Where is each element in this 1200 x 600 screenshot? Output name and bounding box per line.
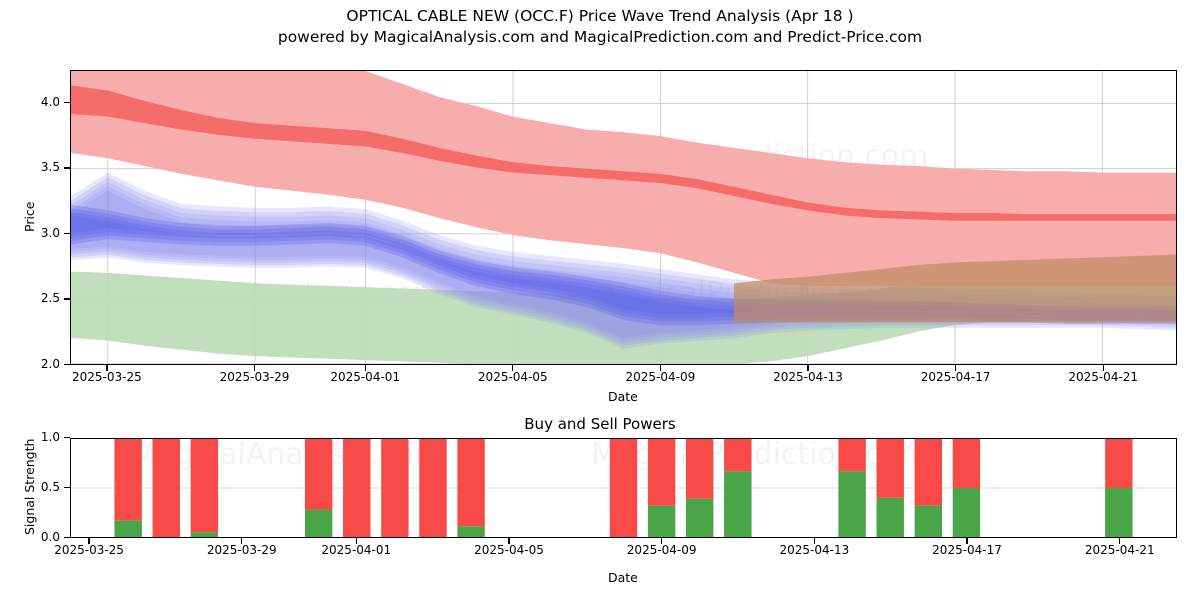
bar-x-tick-mark	[355, 538, 357, 544]
bar-y-tick-mark	[64, 487, 70, 489]
main-x-tick-mark	[807, 365, 809, 371]
main-y-tick: 4.0	[40, 94, 60, 109]
bar-y-tick: 0.5	[40, 480, 60, 494]
bar-x-tick: 2025-04-05	[474, 543, 544, 557]
bar-x-tick: 2025-03-25	[54, 543, 124, 557]
main-x-tick: 2025-04-09	[625, 370, 696, 384]
page-title: OPTICAL CABLE NEW (OCC.F) Price Wave Tre…	[346, 7, 854, 25]
bar-x-tick: 2025-03-29	[206, 543, 277, 557]
main-x-tick: 2025-03-25	[72, 370, 142, 384]
main-x-tick: 2025-04-17	[920, 370, 991, 384]
main-x-axis-label: Date	[608, 389, 638, 404]
bar-x-tick-mark	[660, 538, 663, 544]
main-x-tick-mark	[364, 365, 366, 371]
main-x-tick: 2025-04-01	[330, 370, 401, 384]
bar-y-tick-mark	[64, 537, 70, 539]
main-x-tick: 2025-03-29	[219, 370, 290, 384]
main-y-tick-mark	[64, 298, 70, 300]
price-wave-chart[interactable]: MagicalAnalysis.com MagicalPrediction.co…	[70, 70, 1177, 365]
bar-x-tick: 2025-04-13	[779, 543, 850, 557]
main-x-tick-mark	[1102, 365, 1104, 371]
bar-y-tick: 0.0	[40, 530, 60, 544]
buy-sell-svg	[71, 439, 1176, 537]
main-y-tick: 3.5	[40, 160, 60, 175]
page-subtitle: powered by MagicalAnalysis.com and Magic…	[277, 28, 923, 46]
main-x-tick-mark	[253, 365, 256, 371]
main-y-tick: 2.5	[40, 291, 60, 306]
bar-x-tick: 2025-04-21	[1084, 543, 1155, 557]
buy-sell-title: Buy and Sell Powers	[524, 415, 676, 433]
main-y-tick-mark	[64, 101, 70, 104]
bar-y-tick: 1.0	[40, 430, 60, 444]
buy-sell-chart[interactable]: MagicalAnalysis.com MagicalPrediction.co…	[70, 438, 1177, 538]
bar-y-tick-mark	[64, 437, 70, 439]
bar-x-tick-mark	[1119, 538, 1121, 544]
price-wave-svg	[71, 71, 1176, 364]
bar-x-tick-mark	[966, 538, 968, 544]
bar-x-tick: 2025-04-09	[626, 543, 697, 557]
main-x-tick: 2025-04-21	[1068, 370, 1139, 384]
main-x-tick-mark	[512, 365, 514, 371]
main-y-tick: 2.0	[40, 357, 60, 371]
bar-x-tick: 2025-04-01	[321, 543, 392, 557]
main-y-tick: 3.0	[40, 225, 60, 240]
bar-x-axis-label: Date	[608, 570, 638, 585]
bar-x-tick: 2025-04-17	[932, 543, 1002, 557]
main-x-tick: 2025-04-05	[477, 370, 548, 384]
main-x-tick-mark	[106, 365, 108, 371]
main-y-tick-mark	[64, 167, 70, 169]
main-y-tick-mark	[64, 364, 70, 366]
bar-x-tick-mark	[508, 538, 510, 544]
title-block: OPTICAL CABLE NEW (OCC.F) Price Wave Tre…	[0, 6, 1200, 48]
bar-x-tick-mark	[241, 538, 243, 544]
main-x-tick-mark	[659, 365, 662, 371]
bar-x-tick-mark	[813, 538, 816, 544]
bar-x-tick-mark	[88, 538, 90, 544]
main-y-tick-mark	[64, 232, 70, 235]
main-x-tick: 2025-04-13	[773, 370, 843, 384]
main-x-tick-mark	[954, 365, 957, 371]
